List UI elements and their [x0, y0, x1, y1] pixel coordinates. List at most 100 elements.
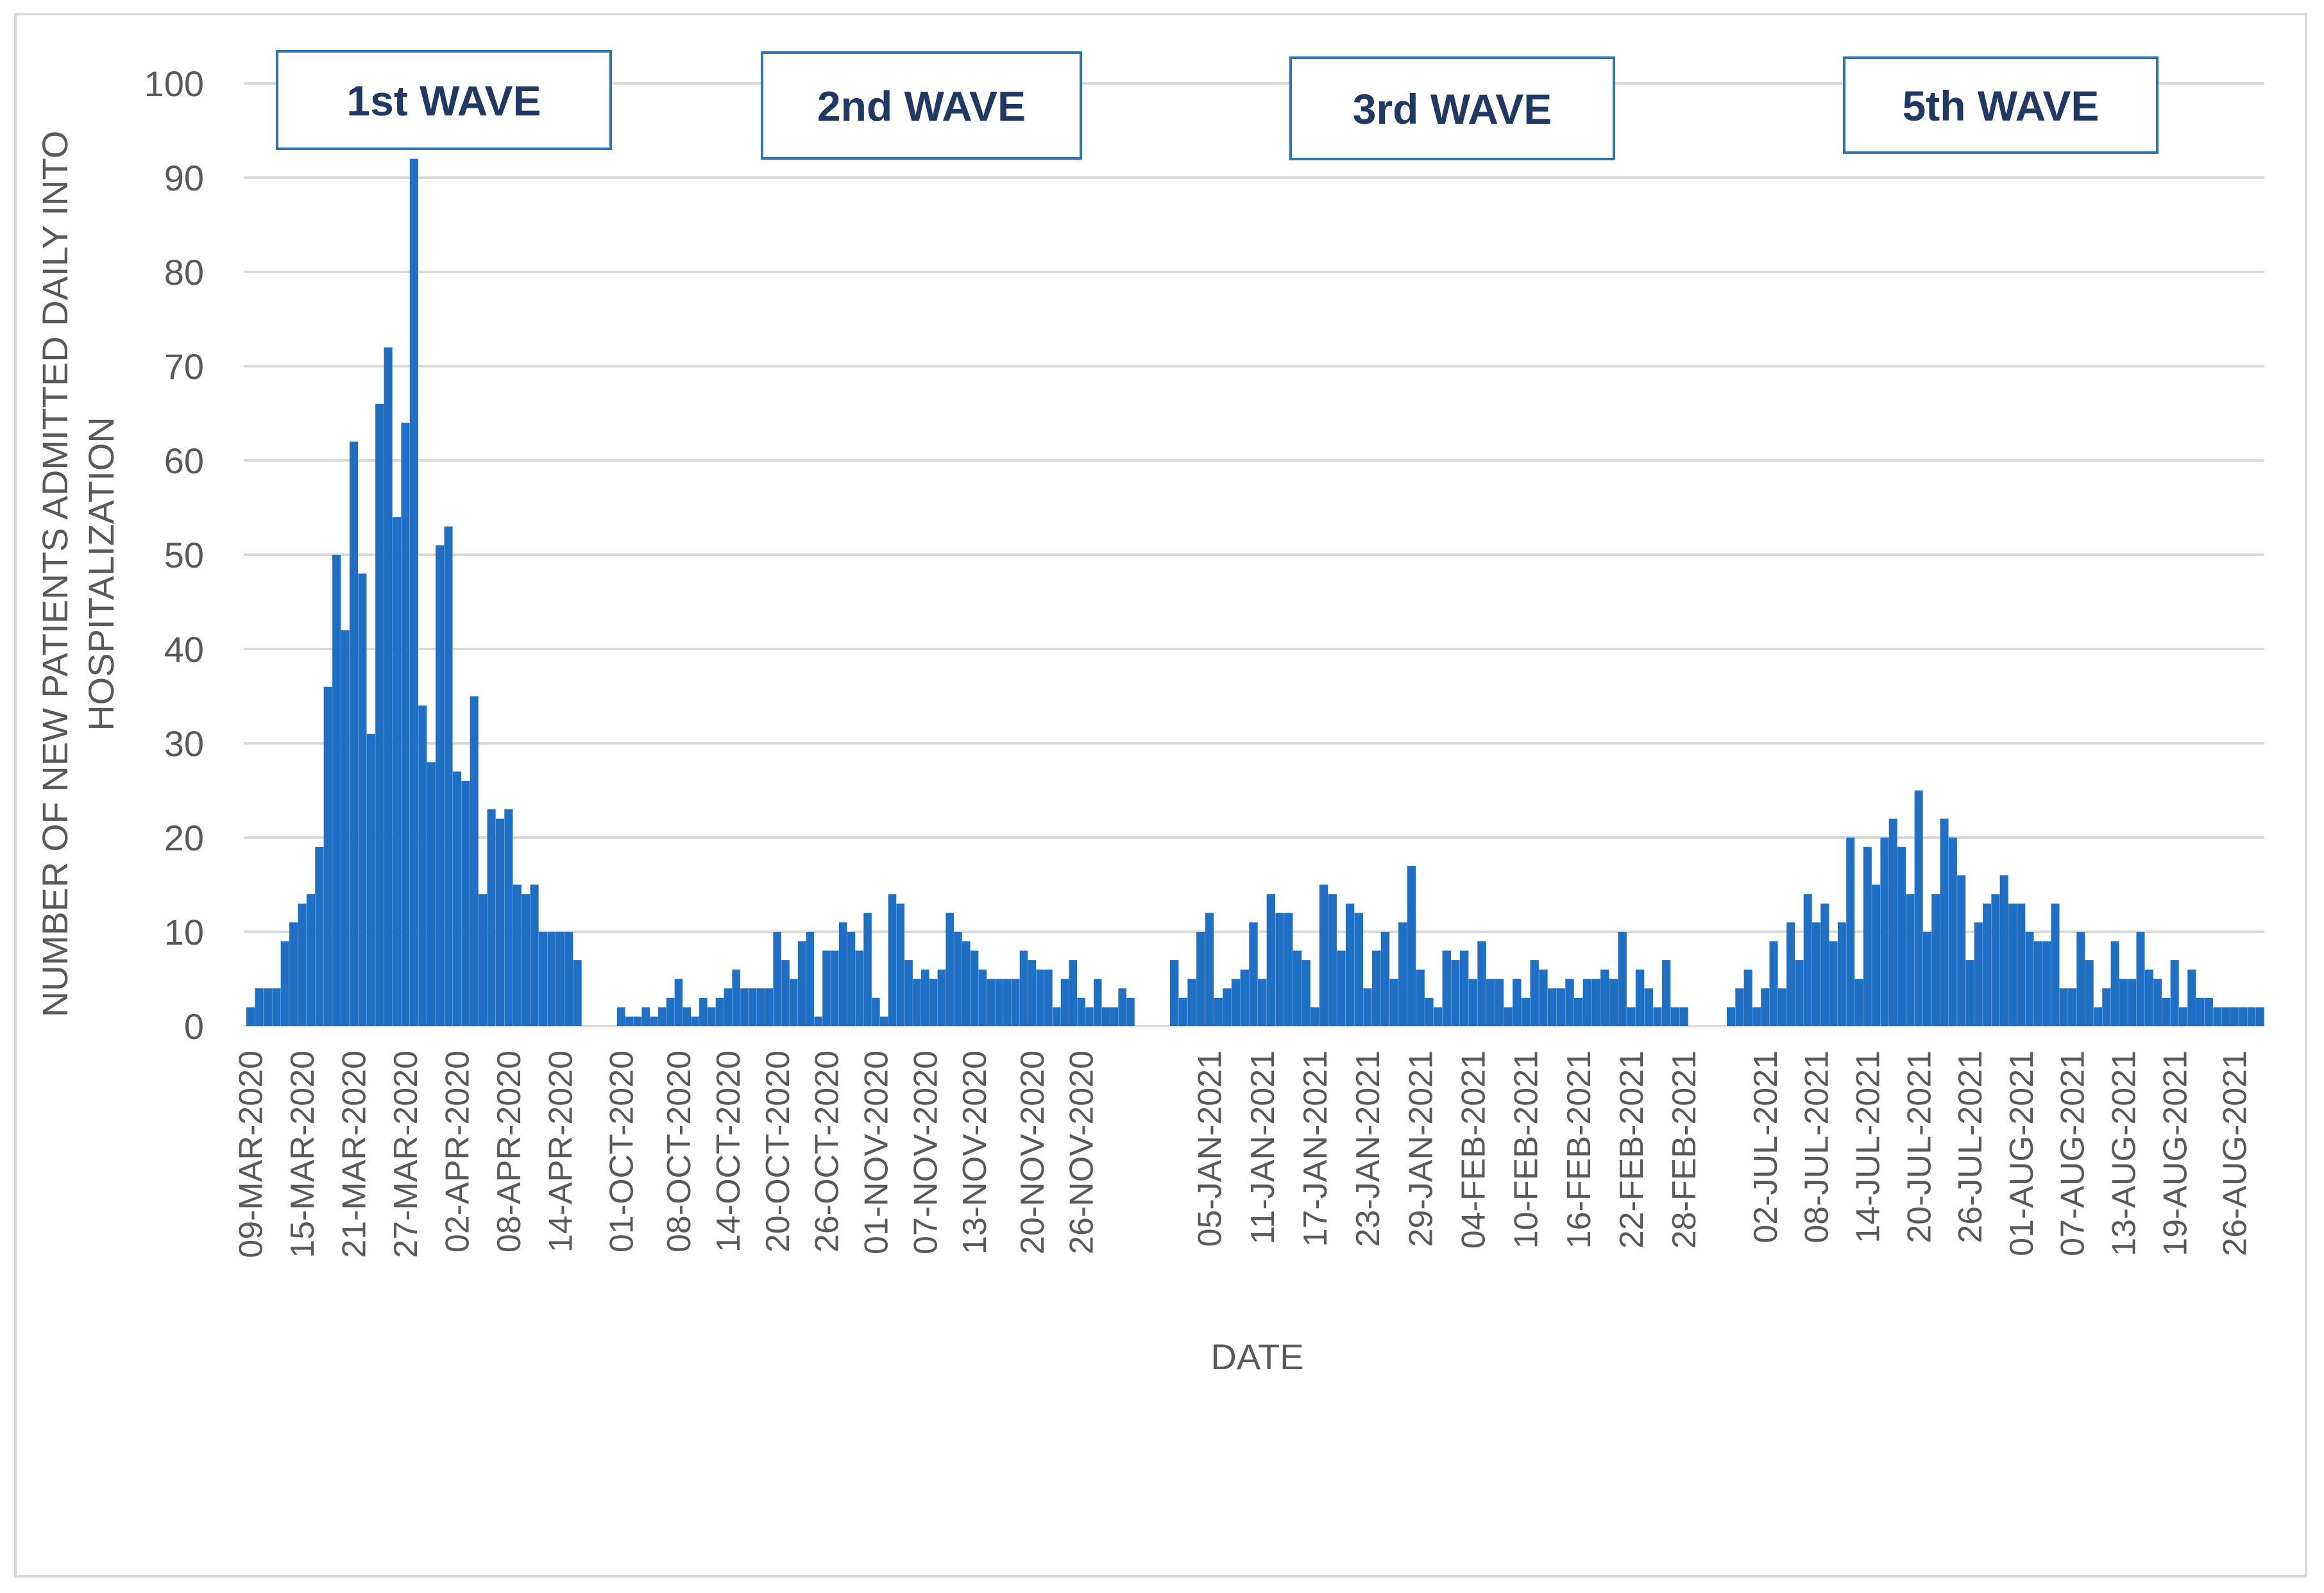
bar	[1442, 950, 1451, 1026]
bar	[2170, 960, 2179, 1026]
x-tick-label: 08-APR-2020	[491, 1050, 528, 1252]
bar	[1565, 979, 1574, 1026]
y-tick-label: 80	[164, 252, 204, 292]
bar	[556, 932, 564, 1026]
bar	[1178, 997, 1188, 1026]
y-axis-title-line1: NUMBER OF NEW PATIENTS ADMITTED DAILY IN…	[35, 131, 75, 1018]
x-tick-label: 26-NOV-2020	[1064, 1050, 1101, 1254]
x-tick-label: 14-OCT-2020	[710, 1050, 747, 1252]
bar	[962, 941, 971, 1026]
bar	[879, 1016, 888, 1026]
bar	[625, 1016, 634, 1026]
bar	[1337, 950, 1346, 1026]
bar	[617, 1007, 625, 1026]
x-tick-label: 23-JAN-2021	[1350, 1050, 1387, 1247]
bar	[1266, 894, 1276, 1026]
bar	[814, 1016, 822, 1026]
y-axis-title: NUMBER OF NEW PATIENTS ADMITTED DAILY IN…	[35, 131, 121, 1018]
bar	[1389, 979, 1398, 1026]
bar	[289, 922, 298, 1026]
x-tick-label: 26-JUL-2021	[1952, 1050, 1989, 1243]
bar	[1249, 922, 1258, 1026]
bar	[2110, 941, 2119, 1026]
bar	[1407, 866, 1416, 1026]
bar	[1777, 988, 1786, 1026]
bar	[2196, 997, 2205, 1026]
wave-box	[1843, 56, 2159, 154]
bar	[946, 913, 954, 1026]
bar	[1743, 969, 1752, 1026]
bar	[1240, 969, 1249, 1026]
bar	[341, 630, 350, 1026]
bar	[1829, 941, 1838, 1026]
y-tick-label: 60	[164, 441, 204, 481]
bar	[1582, 979, 1592, 1026]
bar	[2247, 1007, 2256, 1026]
bar	[872, 997, 880, 1026]
bars	[246, 158, 2264, 1027]
bar	[1906, 894, 1915, 1026]
wave-box	[1289, 56, 1615, 160]
bar	[1101, 1007, 1110, 1026]
x-axis-title: DATE	[1210, 1336, 1303, 1377]
bar	[298, 903, 307, 1026]
bar	[650, 1016, 658, 1026]
bar	[1670, 1007, 1680, 1026]
bar	[1854, 979, 1863, 1026]
bar	[1477, 941, 1486, 1026]
bar	[896, 903, 905, 1026]
bar	[401, 423, 410, 1026]
bar	[1513, 979, 1522, 1026]
x-tick-label: 16-FEB-2021	[1561, 1050, 1598, 1249]
bar	[1468, 979, 1478, 1026]
wave-labels: 1st WAVE 2nd WAVE 3rd WAVE 5th WAVE	[276, 50, 2159, 160]
bar	[863, 913, 872, 1026]
bar	[978, 969, 987, 1026]
chart-frame	[14, 13, 2307, 1578]
bar	[847, 932, 856, 1026]
bar	[683, 1007, 691, 1026]
x-tick-label: 26-AUG-2021	[2216, 1050, 2253, 1256]
bar	[1363, 988, 1372, 1026]
bar	[954, 932, 962, 1026]
x-tick-label: 19-AUG-2021	[2157, 1050, 2194, 1256]
bar	[1880, 838, 1889, 1026]
bar	[1354, 913, 1364, 1026]
bar	[1965, 960, 1974, 1026]
bar	[904, 960, 913, 1026]
bar	[1371, 950, 1381, 1026]
bar	[2076, 932, 2085, 1026]
bar	[255, 988, 264, 1026]
bar	[1093, 979, 1102, 1026]
bar	[1573, 997, 1583, 1026]
x-tick-label: 08-OCT-2020	[661, 1050, 698, 1252]
bar	[1627, 1007, 1636, 1026]
x-tick-label: 08-JUL-2021	[1799, 1050, 1836, 1243]
bar	[806, 932, 815, 1026]
bar	[1060, 979, 1069, 1026]
x-tick-label: 10-FEB-2021	[1508, 1050, 1545, 1249]
x-axis-tick-labels: 09-MAR-2020 15-MAR-2020 21-MAR-2020 27-MAR-…	[233, 1050, 2254, 1258]
bar	[1293, 950, 1302, 1026]
bar	[358, 573, 367, 1026]
bar	[2068, 988, 2077, 1026]
bar	[1803, 894, 1812, 1026]
x-tick-label: 07-NOV-2020	[907, 1050, 944, 1254]
bar	[838, 922, 847, 1026]
bar	[547, 932, 556, 1026]
x-tick-label: 14-APR-2020	[542, 1050, 579, 1252]
bar	[2033, 941, 2042, 1026]
bar	[1820, 903, 1829, 1026]
bar	[444, 526, 453, 1026]
bar	[246, 1007, 255, 1026]
bar	[1451, 960, 1460, 1026]
wave-label: 3rd WAVE	[1353, 85, 1552, 133]
bar	[522, 894, 530, 1026]
bar	[461, 780, 470, 1026]
x-tick-label: 02-APR-2020	[439, 1050, 477, 1252]
bar	[409, 158, 418, 1027]
bar	[1223, 988, 1232, 1026]
bar	[1888, 818, 1897, 1026]
bar	[504, 809, 513, 1026]
